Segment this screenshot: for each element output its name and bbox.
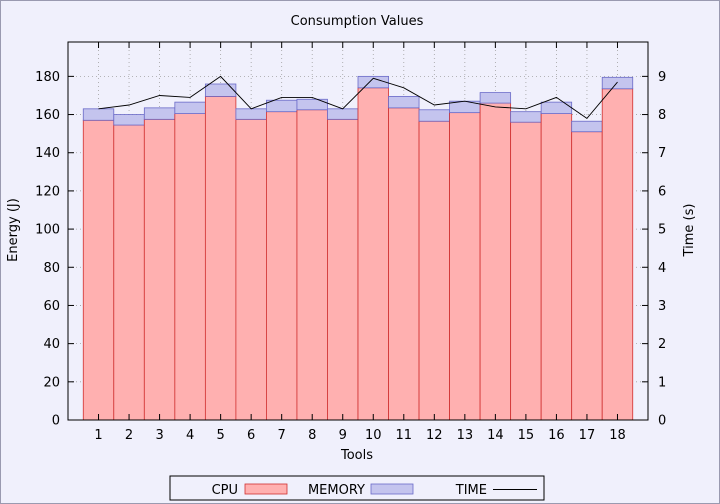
y2-tick-label: 7: [658, 146, 666, 161]
y-tick-label: 80: [43, 261, 60, 276]
x-tick-label: 11: [396, 428, 413, 443]
x-tick-label: 10: [365, 428, 382, 443]
bar-memory-11: [388, 96, 420, 109]
x-tick-label: 12: [426, 428, 443, 443]
x-tick-label: 8: [308, 428, 316, 443]
x-tick-label: 9: [339, 428, 347, 443]
bar-cpu-4: [174, 113, 206, 421]
x-tick-label: 16: [548, 428, 565, 443]
bar-cpu-2: [113, 124, 145, 421]
bar-cpu-14: [479, 102, 512, 421]
bar-memory-18: [601, 76, 634, 90]
bar-cpu-10: [357, 87, 389, 421]
x-tick-label: 3: [155, 428, 163, 443]
x-tick-label: 5: [216, 428, 224, 443]
bar-cpu-18: [601, 88, 634, 421]
y-tick-label: 20: [43, 375, 60, 390]
y-tick-label: 120: [35, 184, 60, 199]
y2-tick-label: 4: [658, 261, 666, 276]
legend-label-memory: MEMORY: [308, 483, 365, 498]
bar-memory-1: [82, 108, 115, 121]
x-tick-label: 14: [487, 428, 504, 443]
bar-memory-15: [510, 111, 542, 123]
y2-tick-label: 5: [658, 223, 666, 238]
y2-tick-label: 8: [658, 108, 666, 123]
y-tick-label: 40: [43, 337, 60, 352]
bar-memory-8: [296, 98, 328, 111]
chart-title: Consumption Values: [291, 14, 424, 29]
x-axis-label: Tools: [340, 448, 373, 463]
legend-swatch-cpu: [244, 483, 288, 495]
bar-cpu-7: [266, 111, 298, 421]
y2-tick-label: 0: [658, 414, 666, 429]
y-tick-label: 140: [35, 146, 60, 161]
y-tick-label: 60: [43, 299, 60, 314]
legend-label-time: TIME: [455, 483, 487, 498]
legend: CPU MEMORY TIME: [169, 475, 545, 501]
legend-box: [169, 475, 545, 501]
y2-tick-label: 1: [658, 375, 666, 390]
plot-border: [67, 41, 649, 421]
bar-memory-2: [113, 114, 145, 126]
bar-memory-7: [266, 99, 298, 113]
bar-memory-12: [418, 109, 450, 122]
y2-tick-label: 3: [658, 299, 666, 314]
bar-cpu-3: [143, 118, 176, 421]
bar-cpu-17: [571, 131, 603, 421]
bar-memory-17: [571, 120, 603, 133]
y-tick-label: 180: [35, 70, 60, 85]
bar-memory-6: [235, 108, 267, 120]
legend-swatch-memory: [370, 483, 414, 495]
x-tick-label: 6: [247, 428, 255, 443]
bar-cpu-16: [540, 113, 573, 421]
bar-cpu-11: [388, 107, 420, 421]
y2-tick-label: 6: [658, 184, 666, 199]
y2-axis-label: Time (s): [682, 204, 697, 258]
time-series-line: [98, 75, 618, 120]
y-axis-label: Energy (J): [6, 198, 21, 262]
y-tick-label: 0: [52, 414, 60, 429]
bar-cpu-15: [510, 121, 542, 421]
bar-cpu-13: [449, 112, 481, 421]
x-tick-label: 1: [94, 428, 102, 443]
x-tick-label: 17: [579, 428, 596, 443]
bar-memory-5: [204, 83, 237, 97]
x-tick-label: 7: [278, 428, 286, 443]
bar-cpu-5: [204, 96, 237, 421]
x-tick-label: 4: [186, 428, 194, 443]
bar-memory-9: [327, 108, 359, 120]
y-tick-label: 100: [35, 223, 60, 238]
x-tick-label: 13: [457, 428, 474, 443]
bar-memory-16: [540, 101, 573, 114]
bars: [82, 75, 634, 421]
bar-memory-14: [479, 92, 512, 104]
legend-label-cpu: CPU: [212, 483, 238, 498]
bar-memory-3: [143, 107, 176, 120]
x-tick-label: 15: [518, 428, 535, 443]
bar-cpu-6: [235, 118, 267, 421]
x-tick-label: 2: [125, 428, 133, 443]
y-tick-label: 160: [35, 108, 60, 123]
bar-memory-10: [357, 75, 389, 89]
bar-memory-4: [174, 101, 206, 114]
bar-cpu-1: [82, 119, 115, 421]
x-tick-label: 18: [609, 428, 626, 443]
bar-cpu-9: [327, 118, 359, 421]
y2-tick-label: 9: [658, 70, 666, 85]
bar-cpu-12: [418, 120, 450, 421]
y2-tick-label: 2: [658, 337, 666, 352]
time-line-layer: [98, 75, 618, 120]
bar-cpu-8: [296, 109, 328, 421]
